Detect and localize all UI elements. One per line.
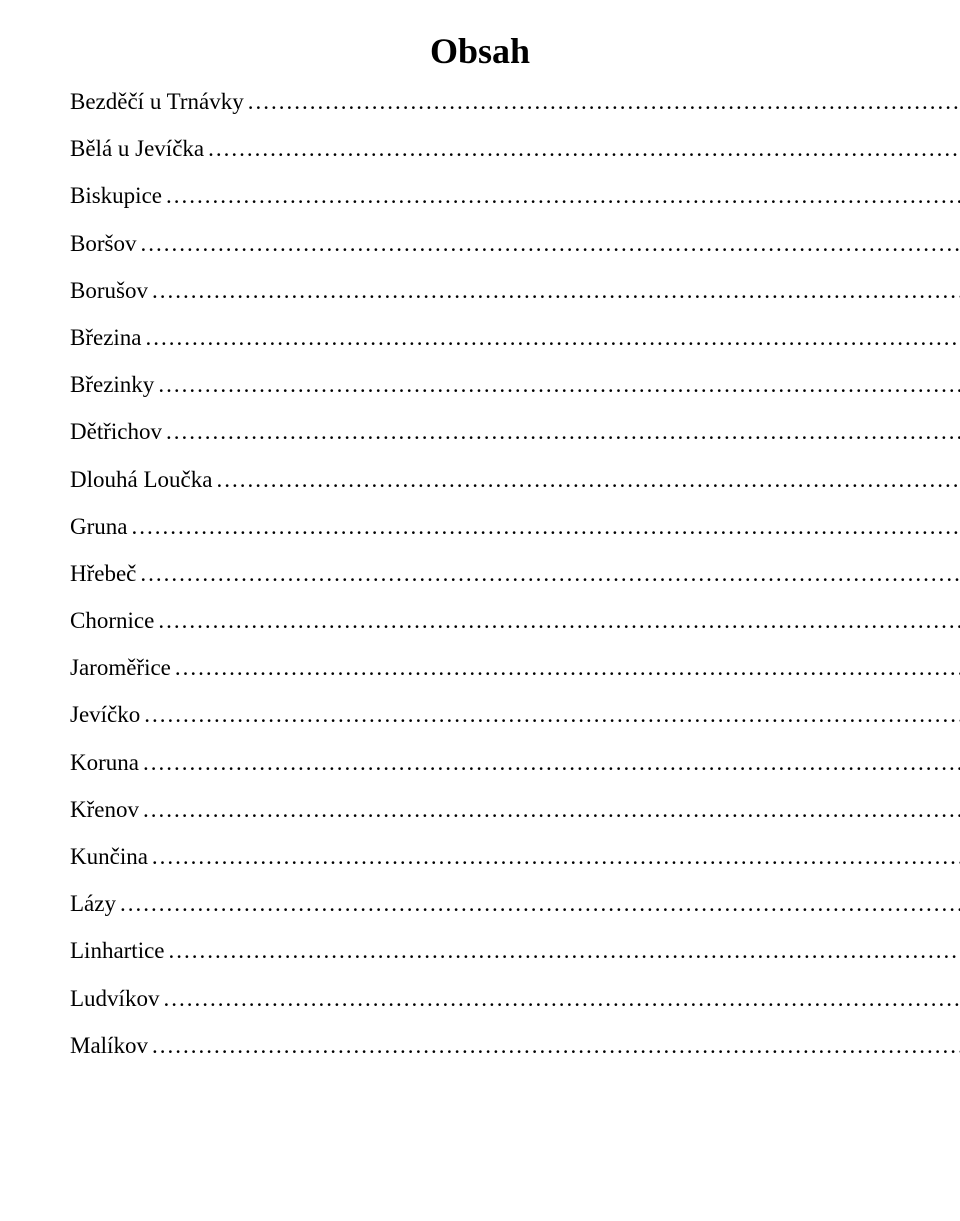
toc-entry: Koruna..................................…	[70, 751, 960, 774]
toc-entry: Kunčina.................................…	[70, 845, 960, 868]
toc-entry-leader: ........................................…	[148, 279, 960, 302]
toc-entry-label: Březinky	[70, 373, 154, 396]
toc-entry: Bělá u Jevíčka..........................…	[70, 137, 960, 160]
toc-entry-label: Gruna	[70, 515, 127, 538]
toc-entry: Chornice................................…	[70, 609, 960, 632]
toc-entry-leader: ........................................…	[136, 232, 960, 255]
toc-entry-label: Březina	[70, 326, 142, 349]
toc-entry-label: Borušov	[70, 279, 148, 302]
toc-entry: Bezděčí u Trnávky.......................…	[70, 90, 960, 113]
toc-entry: Březina.................................…	[70, 326, 960, 349]
toc-entry-label: Lázy	[70, 892, 116, 915]
toc-entry-label: Kunčina	[70, 845, 148, 868]
toc-entry-leader: ........................................…	[142, 326, 960, 349]
toc-page: Obsah Bezděčí u Trnávky.................…	[0, 0, 960, 1121]
toc-entry-label: Dětřichov	[70, 420, 162, 443]
toc-entry-leader: ........................................…	[116, 892, 960, 915]
toc-entry-leader: ........................................…	[139, 751, 960, 774]
toc-entry: Linhartice..............................…	[70, 939, 960, 962]
toc-entry: Boršov..................................…	[70, 232, 960, 255]
toc-entry: Březinky................................…	[70, 373, 960, 396]
toc-columns: Bezděčí u Trnávky.......................…	[70, 90, 890, 1081]
toc-entry-label: Bezděčí u Trnávky	[70, 90, 244, 113]
toc-entry-leader: ........................................…	[162, 420, 960, 443]
toc-entry-leader: ........................................…	[154, 609, 960, 632]
toc-entry-label: Bělá u Jevíčka	[70, 137, 204, 160]
toc-entry-label: Jevíčko	[70, 703, 140, 726]
page-title: Obsah	[70, 30, 890, 72]
toc-entry-leader: ........................................…	[171, 656, 960, 679]
toc-entry: Křenov..................................…	[70, 798, 960, 821]
toc-entry: Gruna...................................…	[70, 515, 960, 538]
toc-entry-leader: ........................................…	[159, 987, 960, 1010]
toc-entry: Borušov.................................…	[70, 279, 960, 302]
toc-entry-leader: ........................................…	[148, 845, 960, 868]
toc-entry: Biskupice...............................…	[70, 184, 960, 207]
toc-entry: Ludvíkov................................…	[70, 987, 960, 1010]
toc-entry-leader: ........................................…	[204, 137, 960, 160]
toc-entry-label: Dlouhá Loučka	[70, 468, 212, 491]
toc-entry-label: Koruna	[70, 751, 139, 774]
toc-entry-leader: ........................................…	[154, 373, 960, 396]
toc-entry-label: Chornice	[70, 609, 154, 632]
toc-entry-leader: ........................................…	[162, 184, 960, 207]
toc-entry-label: Hřebeč	[70, 562, 136, 585]
toc-entry: Dětřichov...............................…	[70, 420, 960, 443]
toc-entry-label: Malíkov	[70, 1034, 148, 1057]
toc-entry-leader: ........................................…	[148, 1034, 960, 1057]
toc-entry-label: Jaroměřice	[70, 656, 171, 679]
toc-entry: Lázy....................................…	[70, 892, 960, 915]
toc-entry-leader: ........................................…	[139, 798, 960, 821]
toc-entry-leader: ........................................…	[165, 939, 960, 962]
toc-entry-label: Linhartice	[70, 939, 165, 962]
toc-entry: Dlouhá Loučka...........................…	[70, 468, 960, 491]
toc-entry-leader: ........................................…	[136, 562, 960, 585]
toc-entry-label: Křenov	[70, 798, 139, 821]
toc-entry-leader: ........................................…	[127, 515, 960, 538]
toc-entry-leader: ........................................…	[212, 468, 960, 491]
toc-entry-leader: ........................................…	[244, 90, 960, 113]
toc-entry-leader: ........................................…	[140, 703, 960, 726]
toc-entry-label: Boršov	[70, 232, 136, 255]
toc-entry-label: Biskupice	[70, 184, 162, 207]
toc-entry-label: Ludvíkov	[70, 987, 159, 1010]
toc-entry: Hřebeč..................................…	[70, 562, 960, 585]
toc-entry: Malíkov.................................…	[70, 1034, 960, 1057]
toc-entry: Jevíčko.................................…	[70, 703, 960, 726]
toc-column-left: Bezděčí u Trnávky.......................…	[70, 90, 960, 1081]
toc-entry: Jaroměřice..............................…	[70, 656, 960, 679]
